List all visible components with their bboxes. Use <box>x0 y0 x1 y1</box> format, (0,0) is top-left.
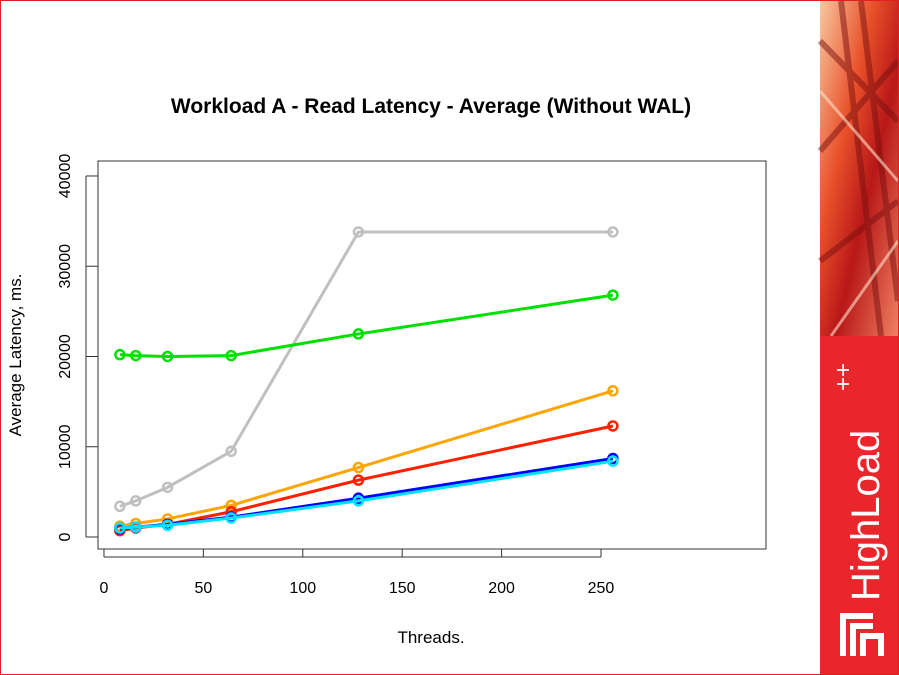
data-point <box>161 350 174 363</box>
x-tick-label: 200 <box>488 580 515 597</box>
y-tick-label: 30000 <box>57 244 74 289</box>
data-point <box>225 445 237 458</box>
logo-text: HighLoad <box>844 430 888 601</box>
data-point <box>114 500 126 513</box>
data-point <box>352 495 365 507</box>
data-point <box>607 420 619 432</box>
series-line <box>119 230 613 508</box>
series-line <box>119 459 614 530</box>
data-point <box>607 289 619 301</box>
data-point <box>352 226 365 238</box>
data-point <box>130 349 142 362</box>
x-tick-label: 250 <box>588 580 615 597</box>
data-point <box>607 455 619 467</box>
series-line <box>119 293 614 358</box>
data-point <box>225 349 237 362</box>
y-tick-label: 10000 <box>57 424 74 469</box>
y-tick-label: 40000 <box>57 154 74 199</box>
data-point <box>114 348 126 361</box>
series-line <box>119 424 614 533</box>
sidebar: HighLoad ++ <box>817 1 898 674</box>
x-tick-label: 150 <box>389 580 416 597</box>
data-point <box>225 512 237 524</box>
data-point <box>130 495 142 507</box>
data-point <box>114 522 126 534</box>
y-tick-label: 20000 <box>57 334 74 379</box>
plot-frame <box>97 160 767 550</box>
data-point <box>225 499 237 512</box>
x-tick-label: 0 <box>100 580 109 597</box>
data-point <box>352 474 365 486</box>
data-point <box>161 481 174 494</box>
x-tick-label: 50 <box>194 580 212 597</box>
data-point <box>161 519 174 532</box>
series-line <box>119 389 614 528</box>
y-tick-label: 0 <box>57 532 74 541</box>
data-point <box>607 226 619 238</box>
data-point <box>130 521 142 533</box>
data-point <box>352 461 365 474</box>
data-point <box>352 328 365 340</box>
chart-title: Workload A - Read Latency - Average (Wit… <box>171 95 691 118</box>
x-tick-label: 100 <box>289 580 316 597</box>
data-point <box>607 385 619 397</box>
y-axis-label: Average Latency, ms. <box>6 274 25 437</box>
logo-sup: ++ <box>830 363 857 391</box>
x-axis-label: Threads. <box>397 628 464 647</box>
